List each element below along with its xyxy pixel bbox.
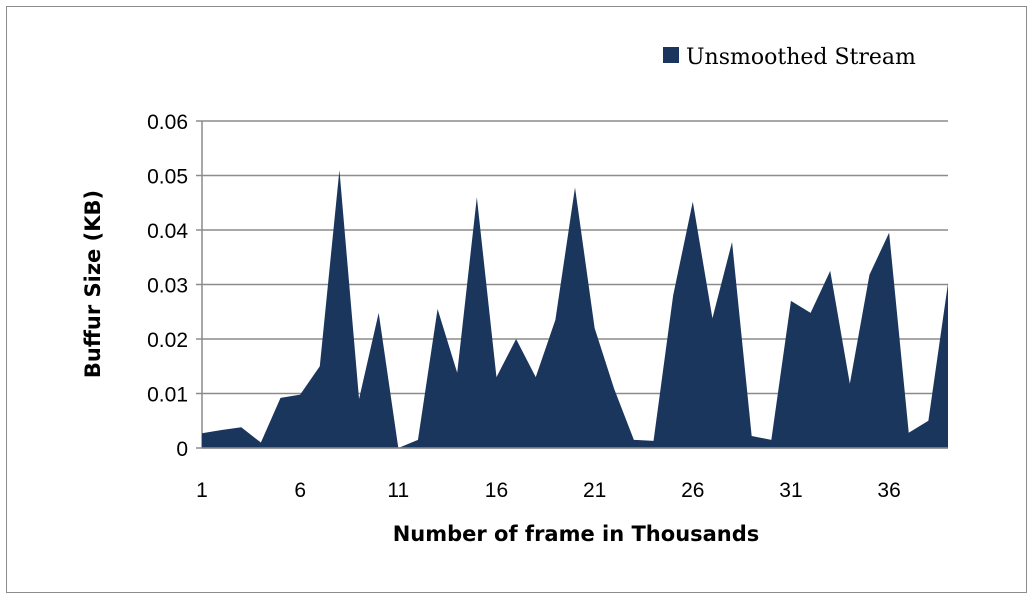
- y-tick-label: 0: [176, 438, 188, 461]
- y-tick-label: 0.05: [147, 166, 188, 189]
- x-tick-label: 26: [681, 479, 704, 502]
- x-tick-label: 1: [196, 479, 208, 502]
- y-tick-label: 0.06: [147, 111, 188, 134]
- chart-frame: [6, 6, 1027, 593]
- x-tick-label: 11: [387, 479, 409, 502]
- x-tick-label: 16: [485, 479, 508, 502]
- y-tick-label: 0.01: [147, 384, 188, 407]
- y-tick-label: 0.02: [147, 329, 188, 352]
- x-tick-label: 31: [779, 479, 802, 502]
- x-axis-title: Number of frame in Thousands: [393, 522, 760, 546]
- series-area-unsmoothed-stream: [202, 170, 948, 449]
- legend-swatch: [663, 47, 679, 63]
- x-axis: 1 6 11 16 21 26 31 36: [196, 447, 948, 502]
- series-layer: [201, 170, 949, 449]
- x-tick-label: 6: [294, 479, 306, 502]
- y-tick-label: 0.04: [147, 220, 188, 243]
- y-tick-label: 0.03: [147, 275, 188, 298]
- legend: Unsmoothed Stream: [663, 45, 916, 70]
- y-axis-title: Buffur Size (KB): [81, 190, 105, 378]
- y-axis: 0 0.01 0.02 0.03 0.04 0.05 0.06: [147, 111, 203, 461]
- legend-label: Unsmoothed Stream: [686, 45, 916, 70]
- x-tick-label: 21: [583, 479, 606, 502]
- x-tick-label: 36: [877, 479, 900, 502]
